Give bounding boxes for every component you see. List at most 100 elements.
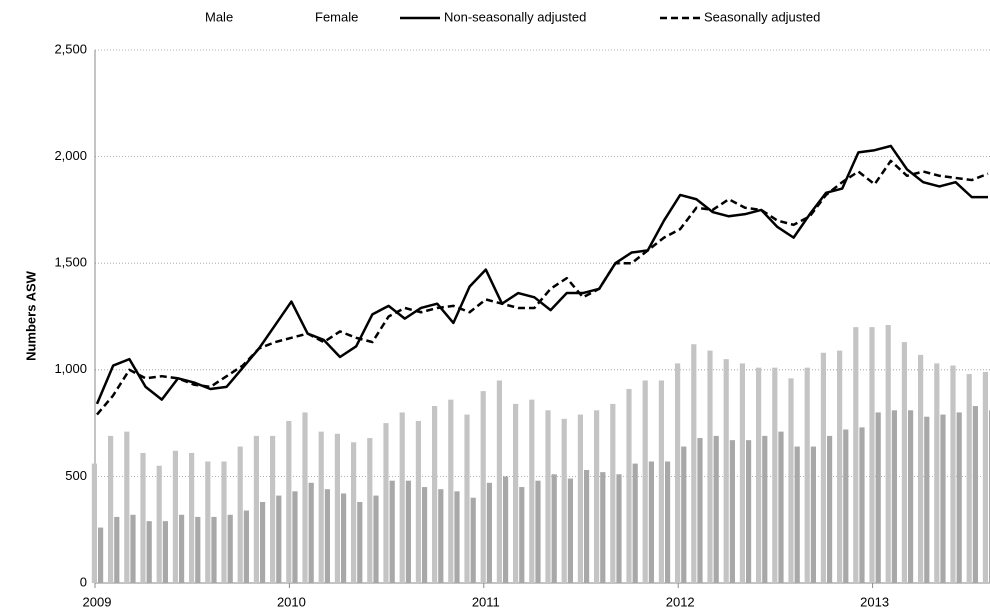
- bar: [956, 412, 962, 583]
- bar: [940, 414, 946, 583]
- bar: [567, 478, 573, 583]
- bar: [584, 470, 590, 583]
- bar: [448, 399, 454, 583]
- bar: [972, 406, 978, 583]
- bar: [162, 521, 168, 583]
- bar: [276, 495, 282, 583]
- x-tick-label: 2010: [277, 594, 306, 609]
- bar: [415, 420, 421, 583]
- bar: [551, 474, 557, 583]
- bar: [205, 461, 211, 583]
- bar: [292, 491, 298, 583]
- bar: [853, 327, 859, 583]
- bar: [594, 410, 600, 583]
- legend-label: Female: [315, 9, 358, 24]
- bar: [545, 410, 551, 583]
- bar: [642, 380, 648, 583]
- bar: [172, 450, 178, 583]
- bar: [334, 433, 340, 583]
- bar: [804, 367, 810, 583]
- bar: [772, 367, 778, 583]
- bar: [405, 480, 411, 583]
- bar: [691, 344, 697, 583]
- bar: [221, 461, 227, 583]
- legend-label: Seasonally adjusted: [704, 9, 820, 24]
- bar: [746, 440, 752, 583]
- bar: [422, 487, 428, 583]
- y-tick-label: 1,000: [54, 361, 87, 376]
- bar: [308, 482, 314, 583]
- bar: [950, 365, 956, 583]
- bar: [124, 431, 130, 583]
- bar: [658, 380, 664, 583]
- bar: [665, 461, 671, 583]
- bar: [486, 482, 492, 583]
- bar: [357, 501, 363, 583]
- bar: [140, 452, 146, 583]
- y-tick-label: 0: [80, 574, 87, 589]
- bar: [324, 489, 330, 583]
- x-tick-label: 2013: [860, 594, 889, 609]
- bar: [675, 363, 681, 583]
- bar: [632, 463, 638, 583]
- bar: [827, 435, 833, 583]
- bar: [843, 429, 849, 583]
- bar: [561, 418, 567, 583]
- bar: [318, 431, 324, 583]
- bar: [195, 516, 201, 583]
- bar: [146, 521, 152, 583]
- bar: [179, 514, 185, 583]
- bar: [616, 474, 622, 583]
- bar: [729, 440, 735, 583]
- bar: [648, 461, 654, 583]
- bar: [713, 435, 719, 583]
- bar: [237, 446, 243, 583]
- bar: [470, 497, 476, 583]
- bar: [982, 371, 988, 583]
- bar: [626, 388, 632, 583]
- bar: [260, 501, 266, 583]
- bar: [464, 414, 470, 583]
- bar: [891, 410, 897, 583]
- legend-label: Male: [205, 9, 233, 24]
- bar: [837, 350, 843, 583]
- y-tick-label: 1,500: [54, 255, 87, 270]
- legend-label: Non-seasonally adjusted: [444, 9, 586, 24]
- bar: [778, 431, 784, 583]
- bar: [432, 406, 438, 583]
- bar: [253, 435, 259, 583]
- bar: [91, 463, 97, 583]
- bar: [496, 380, 502, 583]
- x-tick-label: 2012: [666, 594, 695, 609]
- bar: [302, 412, 308, 583]
- x-tick-label: 2009: [83, 594, 112, 609]
- bar: [503, 476, 509, 583]
- bar: [810, 446, 816, 583]
- bar: [739, 363, 745, 583]
- bar: [454, 491, 460, 583]
- bar: [529, 399, 535, 583]
- bar: [901, 342, 907, 583]
- bar: [918, 354, 924, 583]
- bar: [788, 378, 794, 583]
- bar: [399, 412, 405, 583]
- bar: [438, 489, 444, 583]
- bar: [519, 487, 525, 583]
- bar: [577, 414, 583, 583]
- y-tick-label: 2,500: [54, 41, 87, 56]
- bar: [130, 514, 136, 583]
- bar: [341, 493, 347, 583]
- bar: [600, 472, 606, 583]
- y-tick-label: 2,000: [54, 148, 87, 163]
- bar: [383, 423, 389, 583]
- bar: [189, 452, 195, 583]
- bar: [286, 420, 292, 583]
- bar: [697, 438, 703, 583]
- bar: [513, 403, 519, 583]
- bar: [820, 352, 826, 583]
- bar: [859, 427, 865, 583]
- bar: [114, 516, 120, 583]
- bar: [885, 325, 891, 583]
